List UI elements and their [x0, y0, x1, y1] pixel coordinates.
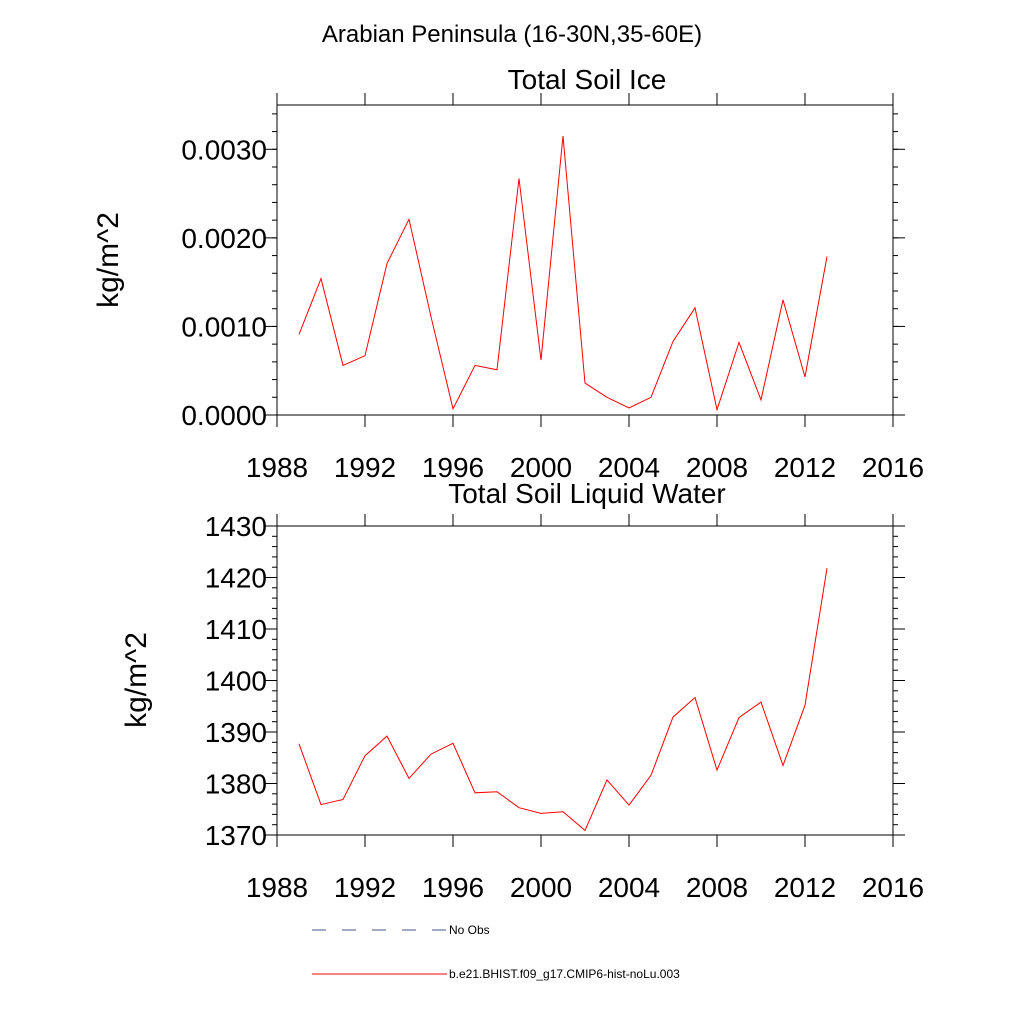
y-axis-label: kg/m^2 — [120, 632, 153, 728]
y-tick-label: 0.0030 — [181, 134, 267, 165]
x-tick-label: 1992 — [334, 452, 396, 483]
series-line — [298, 568, 828, 832]
x-tick-label: 1996 — [422, 872, 484, 903]
y-tick-label: 1390 — [205, 717, 267, 748]
y-tick-label: 1400 — [205, 666, 267, 697]
x-tick-label: 2012 — [774, 452, 836, 483]
y-tick-label: 0.0000 — [181, 400, 267, 431]
series-line — [298, 135, 828, 412]
legend: No Obs b.e21.BHIST.f09_g17.CMIP6-hist-no… — [312, 923, 680, 981]
y-tick-label: 1380 — [205, 769, 267, 800]
chart-title: Total Soil Liquid Water — [448, 478, 726, 509]
x-tick-label: 1996 — [422, 452, 484, 483]
soil-ice-panel: Total Soil Ice kg/m^2 1988 1992 1996 2000 20… — [92, 64, 924, 483]
x-tick-label: 2000 — [510, 452, 572, 483]
plot-frame — [276, 104, 894, 416]
soil-liquid-water-panel: Total Soil Liquid Water kg/m^2 1988 1992 1… — [120, 478, 924, 903]
x-tick-label: 2016 — [862, 452, 924, 483]
x-tick-label: 2004 — [598, 452, 660, 483]
x-tick-label: 2008 — [686, 452, 748, 483]
x-tick-label: 1992 — [334, 872, 396, 903]
x-tick-label: 2012 — [774, 872, 836, 903]
x-tick-label: 2004 — [598, 872, 660, 903]
x-tick-label: 2008 — [686, 872, 748, 903]
plot-frame — [276, 525, 894, 836]
y-axis-label: kg/m^2 — [92, 212, 125, 308]
x-tick-label: 1988 — [246, 872, 308, 903]
y-tick-label: 0.0010 — [181, 311, 267, 342]
y-tick-label: 1370 — [205, 820, 267, 851]
chart-title: Total Soil Ice — [508, 64, 667, 95]
page-title: Arabian Peninsula (16-30N,35-60E) — [322, 21, 702, 48]
y-tick-label: 0.0020 — [181, 223, 267, 254]
y-tick-label: 1410 — [205, 614, 267, 645]
y-tick-label: 1430 — [205, 511, 267, 542]
x-tick-label: 1988 — [246, 452, 308, 483]
x-tick-label: 2016 — [862, 872, 924, 903]
y-tick-label: 1420 — [205, 563, 267, 594]
legend-label-no-obs: No Obs — [449, 923, 490, 937]
x-tick-label: 2000 — [510, 872, 572, 903]
legend-label-model-run: b.e21.BHIST.f09_g17.CMIP6-hist-noLu.003 — [449, 967, 680, 981]
